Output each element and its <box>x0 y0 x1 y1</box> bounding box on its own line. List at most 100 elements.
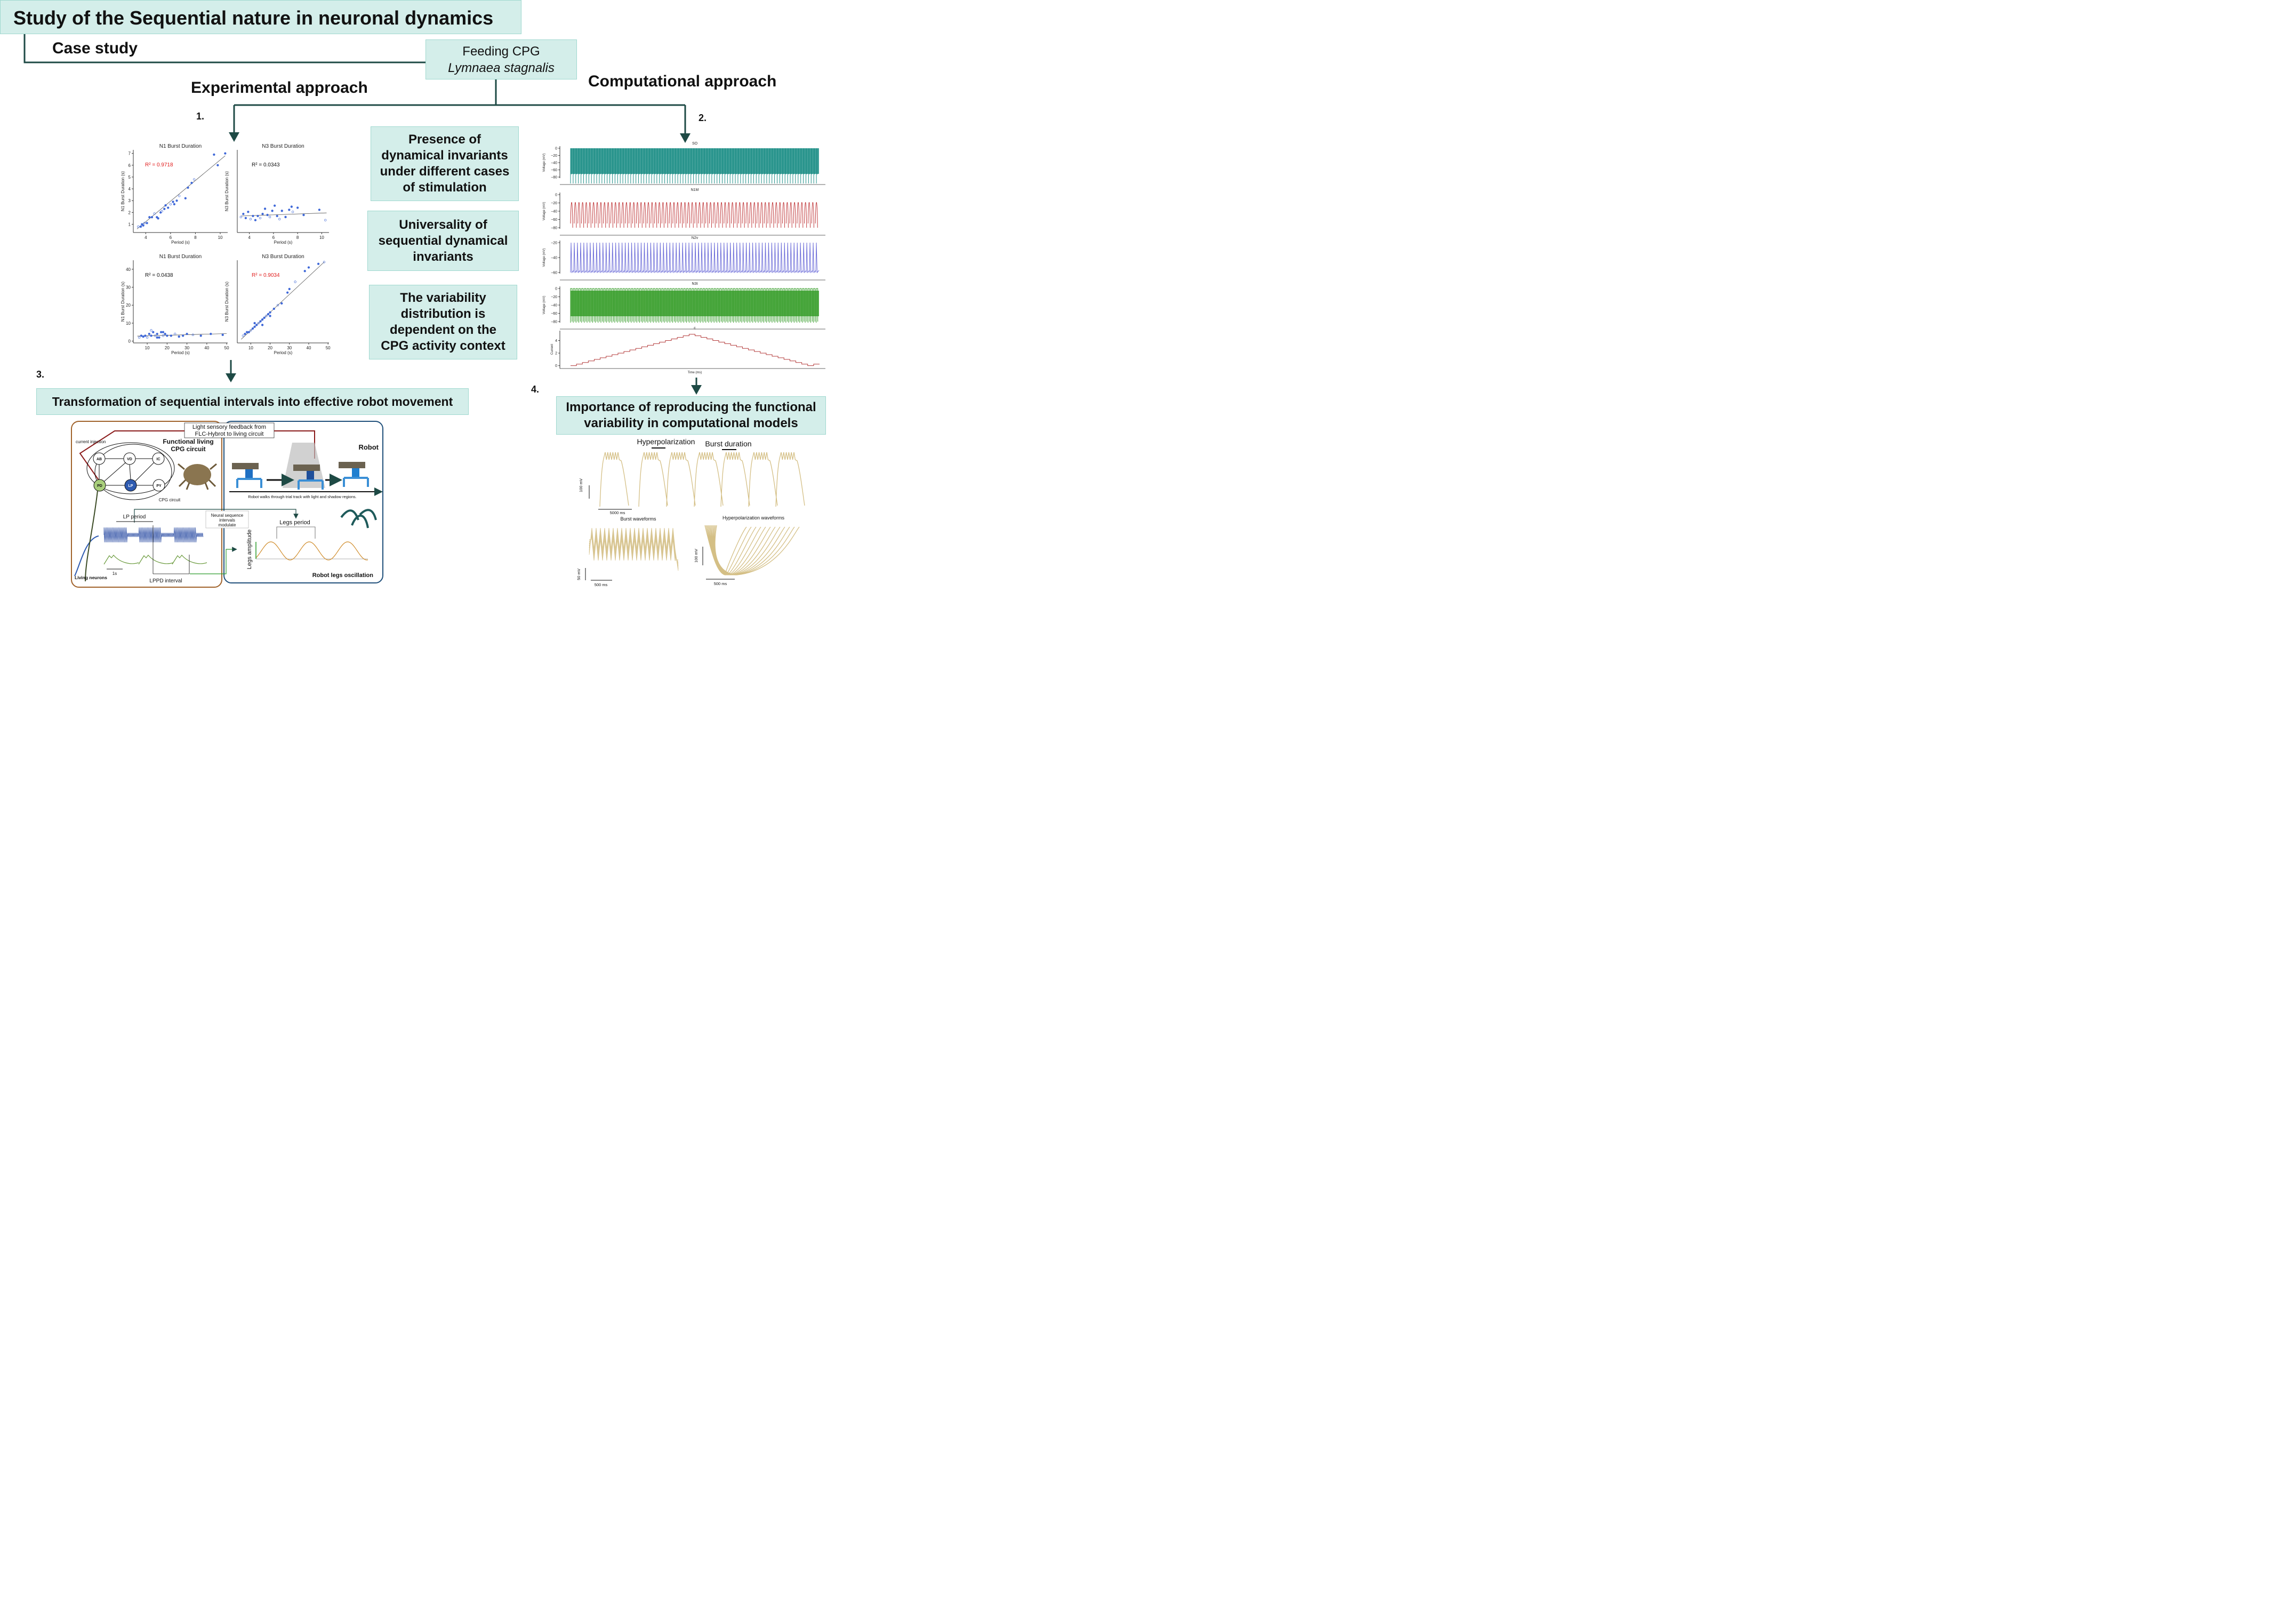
x-axis-label: Period (s) <box>274 240 293 245</box>
data-point <box>182 334 184 337</box>
scatter-plots: N1 Burst Duration Period (s) N1 Burst Dura… <box>121 143 331 355</box>
y-tick-label: 0 <box>555 147 557 151</box>
x-tick-label: 20 <box>165 346 170 350</box>
y-tick-label: −60 <box>551 271 557 275</box>
trace-title: N1M <box>691 188 699 192</box>
spike-trace <box>570 288 818 323</box>
robot-legs-sketch <box>340 509 377 529</box>
data-point <box>317 262 320 265</box>
data-point <box>140 334 143 337</box>
synapse <box>129 464 131 480</box>
data-point <box>154 334 157 337</box>
pd-electrode <box>85 490 98 582</box>
lppd-arrow <box>190 547 237 574</box>
scatter-plot-4: N3 Burst Duration Period (s) N3 Burst Dura… <box>224 254 331 355</box>
synapse <box>103 462 126 482</box>
data-point <box>199 334 202 337</box>
x-tick-label: 40 <box>204 346 209 350</box>
feeding-cpg-label: Feeding CPG <box>462 44 540 59</box>
y-tick-label: 4 <box>555 339 557 343</box>
voltage-traces: SO Voltage (mV) 0 −20 −40 −60 −80 N1M Voltage (m… <box>543 142 825 374</box>
data-point <box>221 333 224 336</box>
universality-box: Universality of sequential dynamical inv… <box>367 211 519 271</box>
y-tick-label: −80 <box>551 176 557 180</box>
data-point <box>256 214 259 218</box>
data-point <box>184 197 187 199</box>
x-tick-label: 50 <box>224 346 229 350</box>
data-point <box>288 209 291 211</box>
y-tick-label: 20 <box>126 303 131 308</box>
data-point <box>162 334 165 337</box>
crab-body <box>183 464 211 485</box>
node-label-vd: VD <box>127 458 132 461</box>
data-point <box>150 216 154 219</box>
circuit-outline <box>86 442 175 494</box>
hyperpolarization-label: Hyperpolarization <box>637 437 695 446</box>
scale-500ms-a-label: 500 ms <box>595 582 608 587</box>
y-tick-label: −60 <box>551 312 557 316</box>
pd-trace <box>103 555 207 565</box>
data-point <box>261 212 264 215</box>
data-point <box>269 315 271 317</box>
trace-title: SO <box>692 142 698 146</box>
data-point <box>253 322 256 325</box>
data-point <box>288 287 291 291</box>
y-tick-label: 30 <box>126 285 131 290</box>
trace-title: N3t <box>692 282 698 286</box>
node-label-ic: IC <box>157 458 160 461</box>
data-point <box>166 334 168 337</box>
robot-frame <box>223 421 383 583</box>
data-point <box>143 222 146 225</box>
r-squared-annotation: R² = 0.9718 <box>145 162 173 168</box>
x-tick-label: 40 <box>307 346 311 350</box>
node-label-py: PY <box>156 484 162 488</box>
x-tick-label: 6 <box>170 235 172 240</box>
chart-title: N3 Burst Duration <box>262 254 304 260</box>
data-point <box>276 214 278 218</box>
y-tick-label: −20 <box>551 242 557 245</box>
data-point <box>307 266 310 269</box>
y-tick-label: −40 <box>551 210 557 214</box>
x-tick-label: 10 <box>145 346 150 350</box>
burst-waveforms-label: Burst waveforms <box>620 516 656 522</box>
y-tick-label: 3 <box>129 198 131 203</box>
y-tick-label: 40 <box>126 267 131 272</box>
data-point <box>280 302 283 305</box>
variability-text: The variability distribution is dependen… <box>381 291 505 353</box>
data-point <box>267 313 270 316</box>
step-4-label: 4. <box>531 384 540 395</box>
data-point <box>156 333 158 335</box>
neural-seq-line2: intervals <box>219 518 235 523</box>
data-point <box>146 222 148 225</box>
modulate-arrow <box>134 509 299 523</box>
data-point <box>137 225 140 228</box>
data-point <box>251 327 254 330</box>
data-point <box>254 219 257 221</box>
data-point <box>261 324 264 326</box>
y-tick-label: 2 <box>555 352 557 356</box>
step-2-label: 2. <box>699 113 707 123</box>
data-point <box>278 218 281 220</box>
x-axis-label: Period (s) <box>171 350 190 355</box>
data-point <box>178 335 180 338</box>
data-point <box>169 203 172 206</box>
data-point <box>323 261 326 263</box>
data-point <box>160 331 163 333</box>
x-tick-label: 4 <box>144 235 147 240</box>
data-point <box>192 178 196 181</box>
circuit-outline-2 <box>94 444 172 500</box>
scale-1s-label: 1s <box>113 571 117 576</box>
feedback-wire <box>79 430 184 481</box>
current-steps <box>571 334 820 366</box>
lppd-bracket <box>152 525 190 574</box>
current-injection-label: current injection <box>76 439 106 444</box>
robot-label: Robot <box>358 443 379 451</box>
y-tick-label: −40 <box>551 257 557 260</box>
y-axis-label: N3 Burst Duration (s) <box>224 282 229 322</box>
data-point <box>213 153 215 156</box>
spike-trace <box>570 148 818 183</box>
robot-body <box>245 469 253 478</box>
data-point <box>263 316 266 319</box>
scale-5000ms-label: 5000 ms <box>610 510 625 515</box>
